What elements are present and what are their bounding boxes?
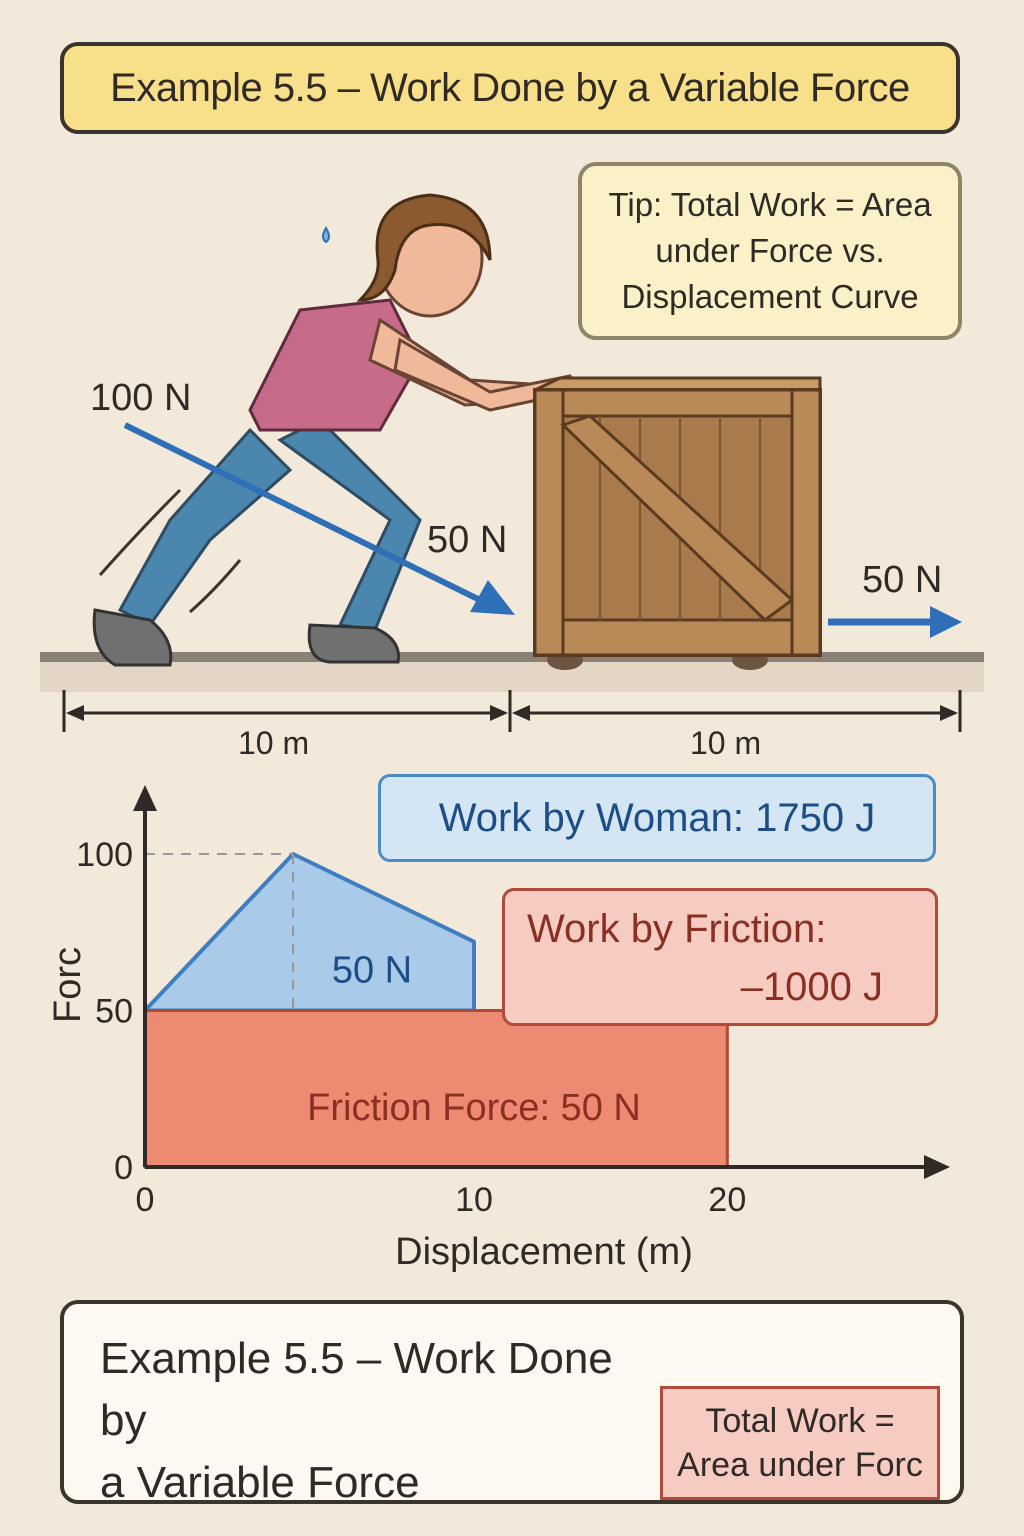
force-label-50-applied: 50 N [427,519,507,561]
crate-force-arrowhead [930,606,962,638]
friction-area-label: Friction Force: 50 N [307,1087,641,1129]
motion-lines [98,488,242,614]
work-woman-label: Work by Woman: 1750 J [438,795,876,840]
y-tick-50: 50 [95,993,133,1031]
force-label-100: 100 N [90,377,191,419]
woman-figure [92,193,577,667]
work-friction-box: Work by Friction: –1000 J [502,888,938,1026]
dimension-lines [62,690,962,732]
x-tick-20: 20 [708,1181,746,1219]
force-label-50-crate: 50 N [862,559,942,601]
summary-text: Example 5.5 – Work Done by a Variable Fo… [100,1334,613,1507]
work-friction-value: –1000 J [740,965,883,1009]
force-displacement-chart: 0 50 100 0 10 20 50 N Friction Force: 50… [47,785,950,1273]
summary-box: Example 5.5 – Work Done by a Variable Fo… [60,1300,964,1507]
crate [533,376,822,670]
work-woman-box: Work by Woman: 1750 J [378,774,936,862]
ground [40,652,984,662]
ground-shadow [40,662,984,692]
woman-force-area [143,852,476,1013]
total-work-box: Total Work = Area under Forc [660,1386,940,1500]
work-friction-label: Work by Friction: [527,907,827,951]
x-tick-0: 0 [136,1181,155,1219]
woman-area-label: 50 N [332,949,412,991]
x-tick-10: 10 [455,1181,493,1219]
title-banner: Example 5.5 – Work Done by a Variable Fo… [60,42,960,134]
y-tick-0: 0 [114,1149,133,1187]
page-title: Example 5.5 – Work Done by a Variable Fo… [110,65,910,110]
y-axis-label: Forc [47,947,89,1023]
y-axis-arrow [133,785,157,811]
x-axis-label: Displacement (m) [395,1231,693,1273]
tip-box: Tip: Total Work = Area under Force vs. D… [578,162,962,340]
scene-illustration: 100 N 50 N 50 N 10 m 10 m [40,193,984,761]
distance-label-2: 10 m [690,725,761,761]
distance-label-1: 10 m [238,725,309,761]
applied-force-arrowhead [470,580,515,615]
x-axis-arrow [924,1155,950,1179]
y-tick-100: 100 [76,836,133,874]
applied-force-arrow [123,422,492,608]
